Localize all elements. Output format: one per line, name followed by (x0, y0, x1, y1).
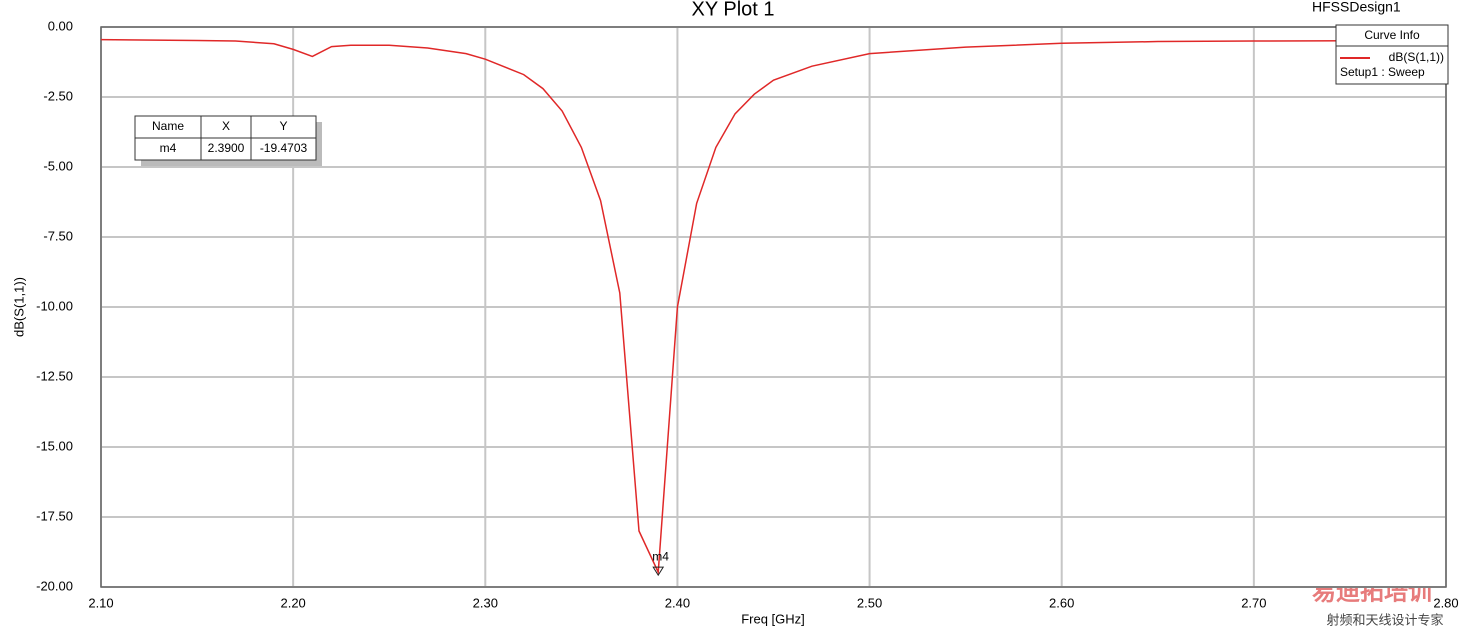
table-cell: 2.3900 (208, 141, 245, 155)
x-tick-label: 2.20 (280, 595, 305, 610)
x-tick-label: 2.50 (857, 595, 882, 610)
legend-entry: dB(S(1,1)) (1389, 50, 1444, 64)
legend-subtitle: Setup1 : Sweep (1340, 65, 1425, 79)
table-cell: -19.4703 (260, 141, 308, 155)
y-tick-label: -7.50 (43, 228, 73, 243)
x-tick-label: 2.30 (473, 595, 498, 610)
table-header: Y (279, 119, 287, 133)
y-tick-label: 0.00 (48, 18, 73, 33)
marker (652, 566, 665, 577)
y-tick-label: -2.50 (43, 88, 73, 103)
line-series (100, 38, 1447, 576)
marker-label: m4 (652, 549, 669, 563)
x-tick-label: 2.40 (665, 595, 690, 610)
legend (1335, 24, 1449, 85)
y-tick-label: -15.00 (36, 438, 73, 453)
y-axis-label: dB(S(1,1)) (11, 277, 26, 337)
y-tick-label: -10.00 (36, 298, 73, 313)
x-tick-label: 2.60 (1049, 595, 1074, 610)
design-name: HFSSDesign1 (1312, 0, 1401, 15)
x-tick-label: 2.10 (88, 595, 113, 610)
plot-frame (100, 26, 1447, 588)
x-tick-label: 2.70 (1241, 595, 1266, 610)
x-axis-label: Freq [GHz] (741, 611, 805, 626)
y-tick-label: -12.50 (36, 368, 73, 383)
watermark: 射频和天线设计专家 (1326, 612, 1443, 627)
y-tick-label: -5.00 (43, 158, 73, 173)
table-header: Name (152, 119, 184, 133)
table-header: X (222, 119, 230, 133)
x-tick-label: 2.80 (1433, 595, 1458, 610)
table-cell: m4 (160, 141, 177, 155)
y-tick-label: -17.50 (36, 508, 73, 523)
legend-title: Curve Info (1364, 28, 1420, 42)
y-tick-label: -20.00 (36, 578, 73, 593)
chart-title: XY Plot 1 (691, 0, 774, 20)
